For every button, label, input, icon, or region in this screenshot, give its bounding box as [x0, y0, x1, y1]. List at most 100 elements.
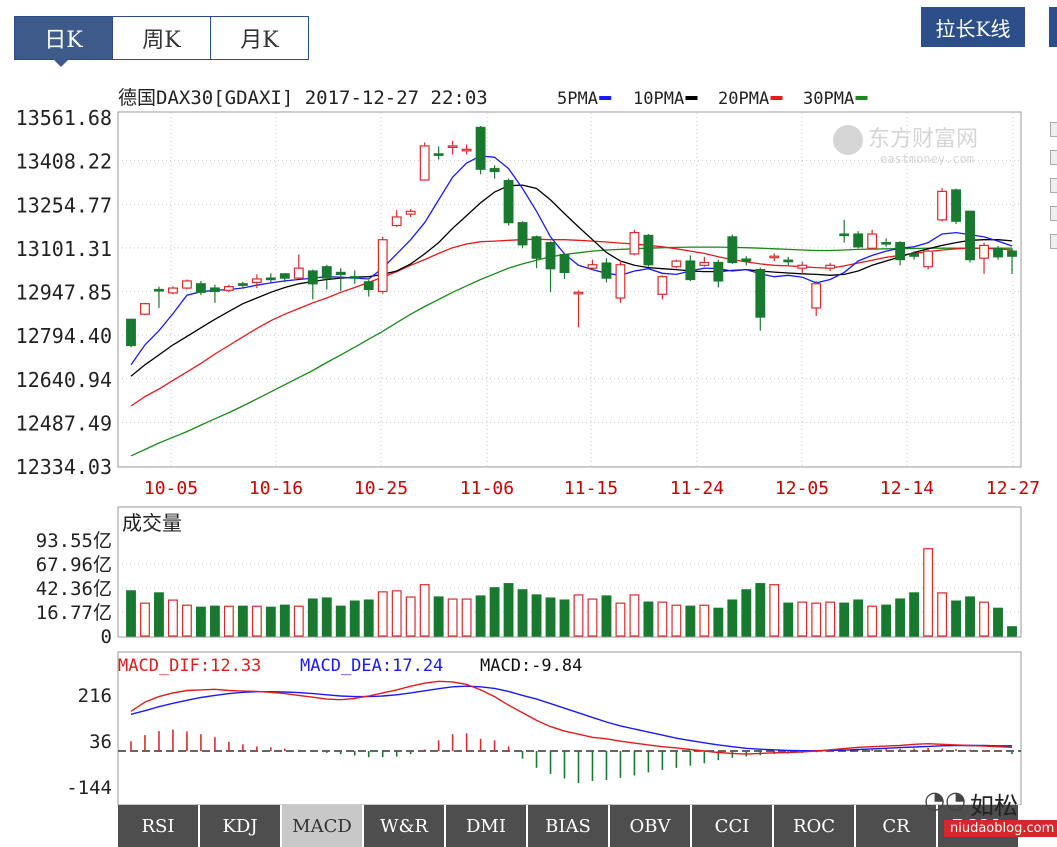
volume-bar — [293, 605, 304, 637]
volume-bar — [629, 594, 640, 637]
indicator-tab-cr[interactable]: CR — [856, 805, 936, 847]
candle-body — [475, 126, 486, 170]
indicator-tab-macd[interactable]: MACD — [282, 805, 362, 847]
candle — [223, 284, 234, 293]
date-tick-label: 11-06 — [460, 478, 514, 499]
ma-legend-label: 5PMA — [557, 89, 598, 109]
candle-body — [377, 239, 388, 293]
candle — [685, 255, 696, 281]
macd-dea-label: MACD_DEA:17.24 — [300, 656, 443, 676]
active-tab-pointer — [52, 58, 70, 67]
candle-body — [587, 264, 598, 269]
indicator-tab-wr[interactable]: W&R — [364, 805, 444, 847]
price-tick-label: 12794.40 — [16, 324, 112, 348]
candle-body — [237, 283, 248, 286]
volume-bar — [531, 594, 542, 637]
indicator-tab-bias[interactable]: BIAS — [528, 805, 608, 847]
indicator-tab-kdj[interactable]: KDJ — [200, 805, 280, 847]
volume-bar — [419, 584, 430, 637]
volume-bar — [713, 607, 724, 637]
date-tick-label: 11-24 — [670, 478, 724, 499]
volume-bar — [168, 599, 178, 637]
candle-body — [769, 255, 780, 259]
candle — [503, 178, 514, 226]
candle — [951, 188, 962, 225]
stretch-kline-button[interactable]: 拉长K线 — [921, 7, 1025, 47]
candle — [937, 187, 948, 222]
volume-bar — [335, 605, 346, 637]
macd_dif-line — [130, 680, 1013, 755]
date-tick-label: 12-05 — [775, 478, 829, 499]
volume-bar — [475, 595, 486, 637]
candle — [839, 219, 850, 243]
indicator-tab-cci[interactable]: CCI — [692, 805, 772, 847]
candle — [307, 269, 318, 300]
volume-panel-frame — [117, 506, 1022, 638]
volume-bar — [825, 601, 836, 637]
candle — [909, 251, 920, 260]
chart-title: 德国DAX30[GDAXI] 2017-12-27 22:03 — [118, 87, 488, 109]
period-tabs: 日K 周K 月K — [14, 16, 309, 60]
candle-body — [615, 264, 626, 299]
candle-body — [657, 276, 668, 295]
candle — [573, 290, 584, 328]
candle — [195, 280, 206, 296]
candle-body — [713, 261, 724, 282]
side-checkbox[interactable] — [1050, 178, 1057, 193]
volume-bar — [209, 605, 220, 637]
candle-body — [154, 288, 164, 292]
ma20-line — [130, 238, 1013, 407]
tab-month-k[interactable]: 月K — [210, 16, 309, 60]
volume-bar — [377, 591, 388, 637]
candle-body — [517, 222, 528, 246]
candle — [391, 209, 402, 227]
candle-body — [923, 250, 934, 268]
candle — [419, 142, 430, 181]
volume-bar — [447, 598, 458, 637]
volume-bar — [853, 599, 864, 637]
candle — [265, 273, 276, 283]
candle-body — [545, 241, 556, 270]
side-checkbox[interactable] — [1050, 150, 1057, 165]
edge-block — [1049, 7, 1057, 47]
candle — [559, 253, 570, 279]
volume-bar — [154, 592, 164, 637]
volume-bar — [671, 604, 682, 637]
ma-legend-label: 20PMA — [718, 89, 769, 109]
indicator-tab-roc[interactable]: ROC — [774, 805, 854, 847]
volume-bar — [363, 599, 374, 637]
candle — [405, 209, 416, 217]
volume-bar — [797, 601, 808, 637]
indicator-tab-obv[interactable]: OBV — [610, 805, 690, 847]
candle-body — [951, 189, 962, 222]
side-checkbox[interactable] — [1050, 234, 1057, 249]
candle — [895, 241, 906, 266]
volume-bar — [433, 596, 444, 637]
candle — [629, 229, 640, 256]
volume-tick-label: 67.96亿 — [36, 554, 112, 576]
candle — [741, 256, 752, 266]
price-axis: 13561.68 13408.22 13254.77 13101.31 12947.85… — [16, 106, 112, 479]
ma-lines — [130, 155, 1013, 457]
side-checkbox[interactable] — [1050, 122, 1057, 137]
tab-week-k[interactable]: 周K — [112, 16, 211, 60]
volume-bar — [461, 598, 472, 637]
candle — [251, 274, 262, 289]
date-tick-label: 10-25 — [354, 478, 408, 499]
indicator-tab-rsi[interactable]: RSI — [118, 805, 198, 847]
side-checkbox[interactable] — [1050, 206, 1057, 221]
volume-bar — [126, 590, 136, 637]
volume-tick-label: 0 — [101, 626, 112, 648]
candle-body — [671, 260, 682, 268]
volume-bar — [1007, 626, 1017, 637]
candle — [433, 146, 444, 160]
date-tick-label: 12-14 — [880, 478, 934, 499]
tab-day-k[interactable]: 日K — [14, 16, 113, 60]
volume-bar — [391, 590, 402, 637]
candle — [447, 140, 458, 155]
indicator-tab-dmi[interactable]: DMI — [446, 805, 526, 847]
volume-bar — [923, 548, 934, 637]
volume-bar — [895, 598, 906, 637]
ma10-line — [130, 184, 1013, 377]
